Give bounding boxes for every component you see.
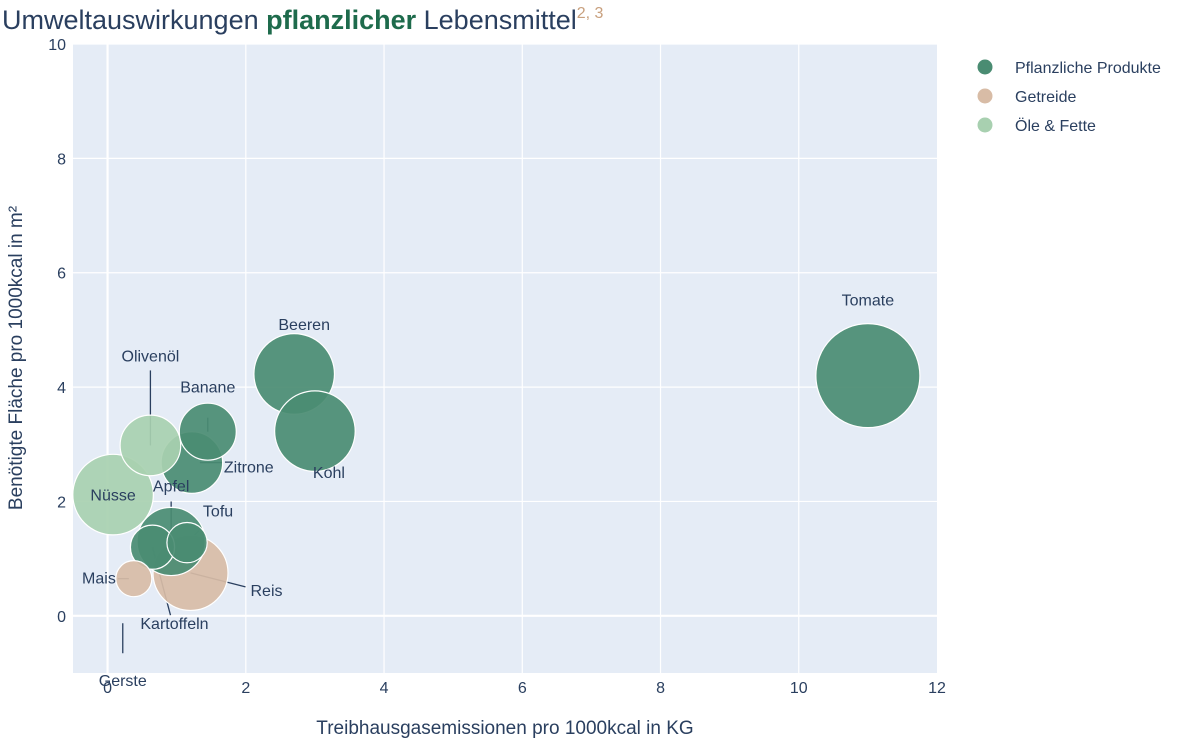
legend-item-label: Öle & Fette [1015, 117, 1096, 135]
bubble-olivenöl [119, 414, 182, 477]
bubble-label-tofu: Tofu [203, 504, 233, 521]
legend-marker [977, 117, 993, 133]
chart-title-superscript: 2, 3 [577, 5, 604, 22]
chart-title-part1: Umweltauswirkungen [2, 5, 266, 35]
x-tick-label: 10 [790, 680, 808, 697]
legend-marker [977, 59, 993, 75]
x-tick-label: 4 [380, 680, 389, 697]
bubble-label-zitrone: Zitrone [224, 460, 274, 477]
bubble-mais [115, 560, 153, 598]
bubble-tofu [166, 521, 208, 564]
x-axis-title: Treibhausgasemissionen pro 1000kcal in K… [316, 718, 693, 739]
bubble-label-banane: Banane [180, 380, 235, 397]
bubble-label-tomate: Tomate [842, 293, 895, 310]
x-tick-label: 6 [518, 680, 527, 697]
bubble-label-nüsse: Nüsse [90, 488, 135, 505]
legend-item-label: Pflanzliche Produkte [1015, 60, 1161, 77]
bubble-label-kohl: Kohl [313, 465, 345, 482]
axis-ticks: 0 2 4 6 8 10 12 0 2 4 6 8 10 [48, 37, 946, 697]
bubble-label-olivenöl: Olivenöl [122, 348, 180, 365]
bubble-label-apfel: Apfel [153, 478, 189, 495]
bubble-tomate [815, 323, 921, 429]
grid-lines [73, 43, 937, 673]
bubble-label-reis: Reis [250, 583, 282, 600]
bubble-banane [178, 402, 237, 461]
y-tick-label: 6 [57, 266, 66, 283]
y-tick-label: 4 [57, 380, 66, 397]
legend: Pflanzliche Produkte Getreide Öle & Fette [977, 59, 1161, 135]
x-tick-label: 2 [241, 680, 250, 697]
bubble-label-beeren: Beeren [278, 317, 330, 334]
bubbles [72, 323, 921, 612]
bubble-labels: Tomate Beeren Kohl Nüsse Reis Apfel Zitrone Oli… [82, 293, 894, 691]
y-tick-label: 2 [57, 494, 66, 511]
chart-title: Umweltauswirkungen pflanzlicher Lebensmi… [2, 5, 604, 35]
x-tick-label: 8 [656, 680, 665, 697]
y-tick-label: 10 [48, 37, 66, 54]
chart-title-part3: Lebensmittel [416, 5, 577, 35]
y-tick-label: 8 [57, 151, 66, 168]
bubble-label-kartoffeln: Kartoffeln [140, 616, 208, 633]
bubble-label-mais: Mais [82, 571, 116, 588]
y-axis-title: Benötigte Fläche pro 1000kcal in m² [6, 206, 27, 510]
x-tick-label: 12 [928, 680, 946, 697]
bubble-label-gerste: Gerste [99, 673, 147, 690]
legend-marker [977, 88, 993, 104]
bubble-kohl [274, 390, 356, 472]
chart-title-accent: pflanzlicher [266, 5, 417, 35]
y-tick-label: 0 [57, 609, 66, 626]
legend-item-label: Getreide [1015, 89, 1076, 106]
bubble-nüsse [72, 453, 154, 536]
x-tick-label: 0 [103, 680, 112, 697]
